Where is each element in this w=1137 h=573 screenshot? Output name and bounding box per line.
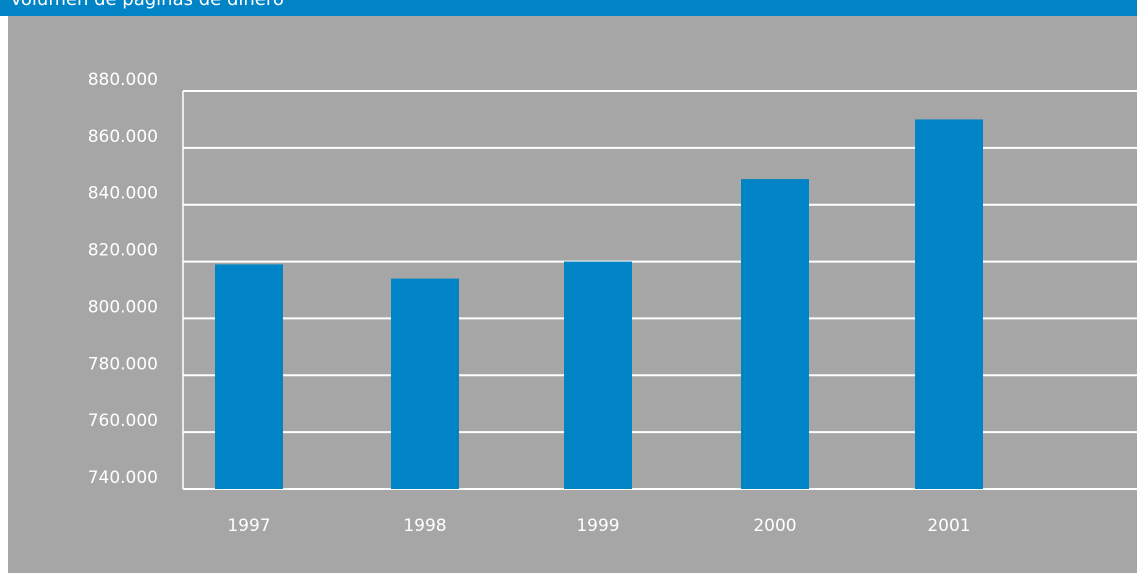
x-tick-label: 2001	[927, 516, 970, 536]
y-tick-label: 880.000	[88, 70, 158, 90]
bar-2001	[915, 119, 983, 489]
x-tick-label: 1998	[403, 516, 446, 536]
x-tick-label: 1999	[576, 516, 619, 536]
y-tick-label: 800.000	[88, 297, 158, 317]
chart-panel: 740.000 760.000 780.000 800.000 820.000 840.0…	[8, 16, 1137, 573]
y-tick-label: 740.000	[88, 468, 158, 488]
y-tick-label: 860.000	[88, 127, 158, 147]
bar-1999	[564, 261, 632, 489]
y-tick-label: 780.000	[88, 354, 158, 374]
header-bar: Volumen de paginas de dinero	[0, 0, 1137, 16]
bar-1998	[391, 278, 459, 489]
bar-1997	[215, 264, 283, 489]
y-tick-label: 840.000	[88, 184, 158, 204]
y-tick-label: 760.000	[88, 411, 158, 431]
x-tick-label: 2000	[753, 516, 796, 536]
bar-chart: 740.000 760.000 780.000 800.000 820.000 840.0…	[88, 70, 1137, 536]
chart-title: Volumen de paginas de dinero	[10, 0, 284, 10]
x-tick-label: 1997	[227, 516, 270, 536]
y-tick-label: 820.000	[88, 241, 158, 261]
bar-2000	[741, 179, 809, 489]
